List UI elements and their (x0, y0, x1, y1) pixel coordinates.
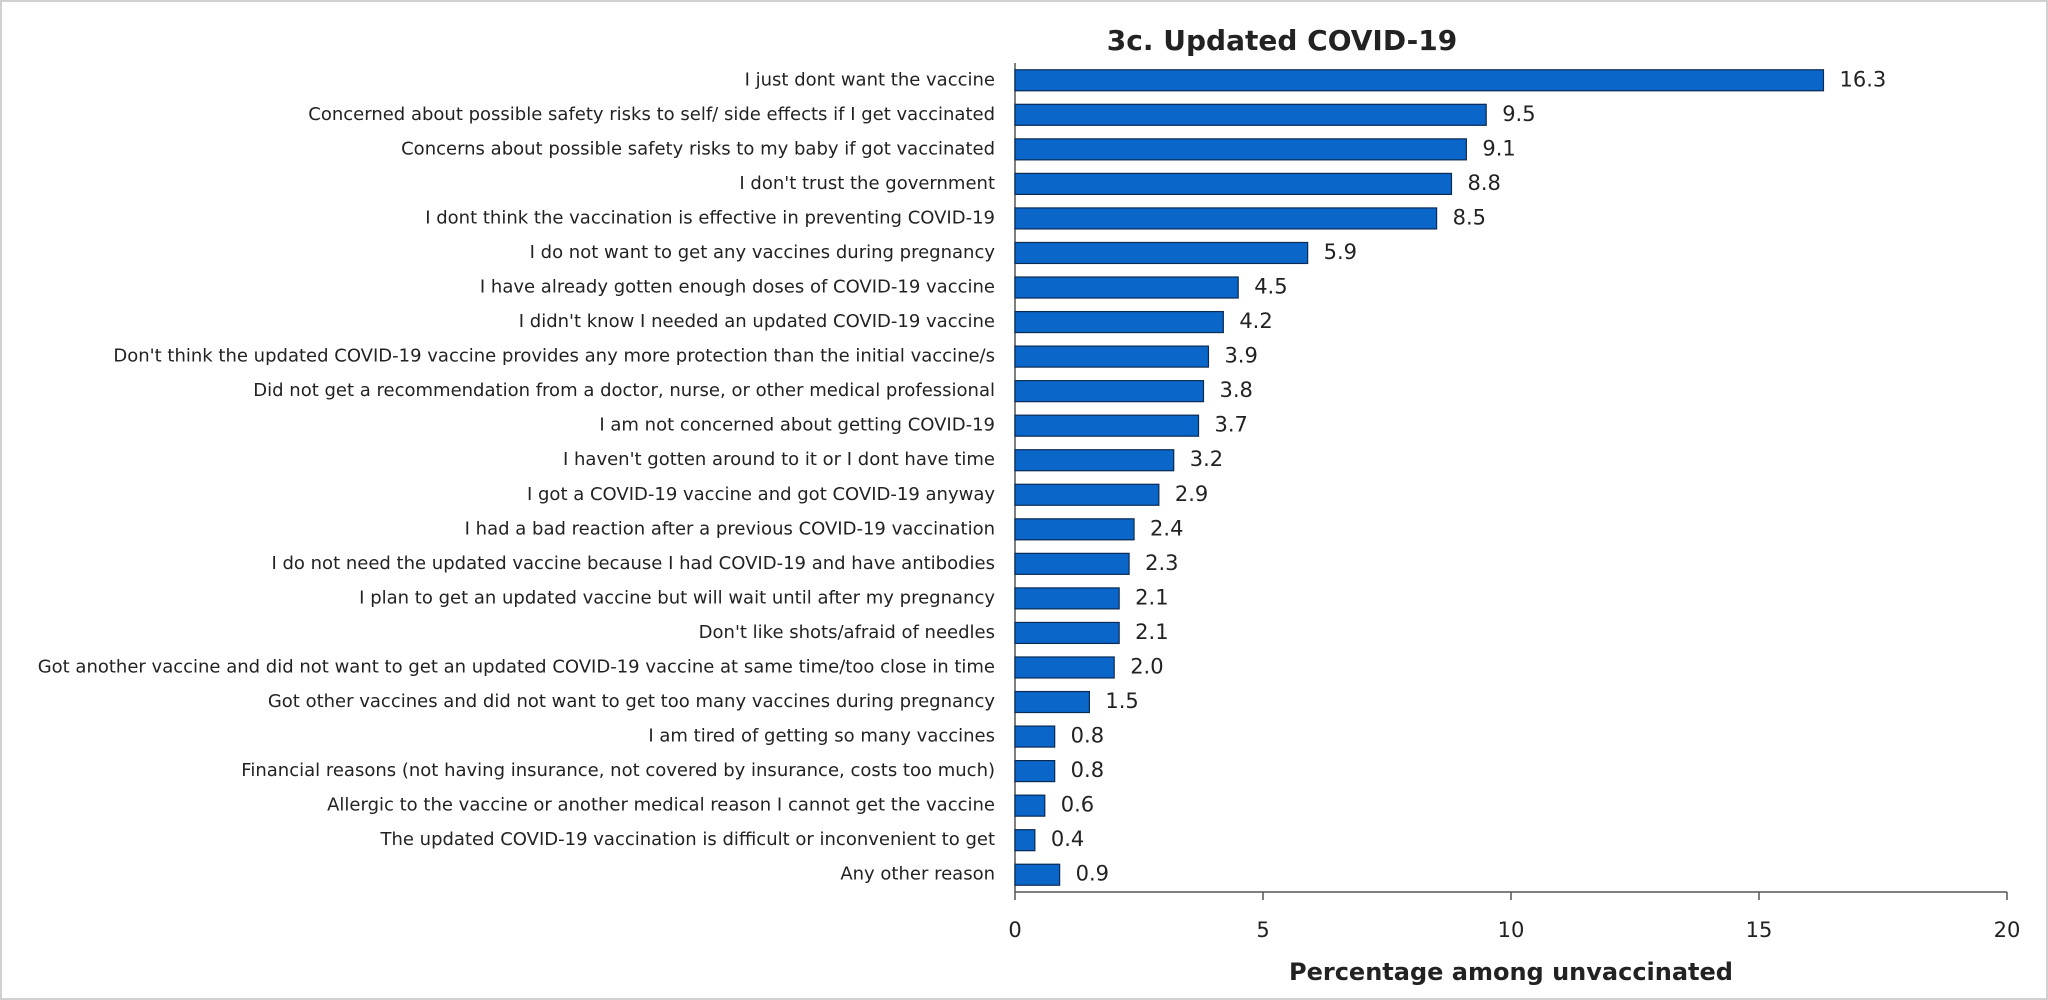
bar (1014, 794, 1046, 817)
y-tick-label: Concerned about possible safety risks to… (308, 104, 995, 125)
bar (1014, 829, 1036, 852)
data-label: 3.8 (1219, 378, 1252, 402)
y-tick-label: I had a bad reaction after a previous CO… (465, 518, 995, 539)
y-tick-label: Got another vaccine and did not want to … (38, 656, 995, 677)
bar (1014, 725, 1056, 748)
bar (1014, 380, 1205, 403)
y-tick-label: I didn't know I needed an updated COVID-… (519, 311, 995, 332)
data-label: 0.8 (1071, 724, 1104, 748)
y-tick-label: I plan to get an updated vaccine but wil… (359, 587, 995, 608)
data-label: 0.4 (1051, 827, 1084, 851)
y-tick-label: I do not need the updated vaccine becaus… (271, 553, 995, 574)
y-tick-label: Allergic to the vaccine or another medic… (327, 795, 995, 816)
y-tick-label: Concerns about possible safety risks to … (401, 138, 995, 159)
bar (1014, 69, 1825, 92)
bar (1014, 483, 1160, 506)
bar (1014, 276, 1239, 299)
bar (1014, 760, 1056, 783)
x-axis-title: Percentage among unvaccinated (1289, 958, 1733, 986)
data-label: 9.1 (1482, 136, 1515, 160)
data-label: 8.8 (1467, 171, 1500, 195)
x-tick-label: 10 (1498, 918, 1525, 942)
y-tick-label: I don't trust the government (739, 173, 995, 194)
data-label: 2.3 (1145, 551, 1178, 575)
y-tick-label: Don't think the updated COVID-19 vaccine… (113, 346, 995, 367)
x-tick-label: 5 (1256, 918, 1269, 942)
y-tick-label: I dont think the vaccination is effectiv… (425, 207, 995, 228)
y-tick-label: The updated COVID-19 vaccination is diff… (379, 829, 995, 850)
bar (1014, 656, 1115, 679)
data-label: 5.9 (1324, 240, 1357, 264)
bar (1014, 310, 1224, 334)
y-tick-label: I am tired of getting so many vaccines (648, 726, 995, 747)
y-tick-label: I am not concerned about getting COVID-1… (599, 415, 995, 436)
bar (1014, 172, 1453, 195)
y-tick-label: I haven't gotten around to it or I dont … (563, 449, 995, 470)
data-label: 3.7 (1215, 413, 1248, 437)
bar (1014, 138, 1467, 161)
y-tick-label: I just dont want the vaccine (745, 69, 995, 90)
bar (1014, 345, 1210, 368)
data-label: 0.9 (1076, 862, 1109, 886)
bar (1014, 103, 1487, 126)
bar (1014, 518, 1135, 541)
data-label: 2.0 (1130, 654, 1163, 678)
bar (1014, 414, 1200, 437)
bar (1014, 690, 1091, 714)
data-label: 4.2 (1239, 309, 1272, 333)
data-label: 2.9 (1175, 482, 1208, 506)
data-label: 8.5 (1453, 205, 1486, 229)
data-label: 0.8 (1071, 758, 1104, 782)
data-label: 3.2 (1190, 447, 1223, 471)
y-tick-label: Did not get a recommendation from a doct… (253, 380, 995, 401)
bar (1014, 621, 1120, 645)
y-tick-label: Any other reason (840, 864, 995, 885)
data-label: 2.1 (1135, 620, 1168, 644)
data-label: 4.5 (1254, 275, 1287, 299)
data-label: 3.9 (1224, 344, 1257, 368)
bar (1014, 241, 1309, 265)
data-label: 1.5 (1105, 689, 1138, 713)
y-tick-label: I do not want to get any vaccines during… (530, 242, 996, 263)
y-tick-label: I got a COVID-19 vaccine and got COVID-1… (527, 484, 995, 505)
x-tick-label: 0 (1008, 918, 1021, 942)
y-tick-label: Don't like shots/afraid of needles (699, 622, 995, 643)
bar (1014, 863, 1061, 886)
data-label: 0.6 (1061, 793, 1094, 817)
y-tick-label: I have already gotten enough doses of CO… (480, 277, 995, 298)
x-tick-label: 20 (1994, 918, 2021, 942)
bar (1014, 207, 1438, 230)
bar (1014, 587, 1120, 610)
chart-title: 3c. Updated COVID-19 (1107, 24, 1457, 57)
data-label: 2.1 (1135, 585, 1168, 609)
data-label: 16.3 (1839, 67, 1886, 91)
y-tick-label: Got other vaccines and did not want to g… (268, 691, 996, 712)
bar (1014, 552, 1130, 575)
data-label: 9.5 (1502, 102, 1535, 126)
y-tick-label: Financial reasons (not having insurance,… (241, 760, 995, 781)
data-label: 2.4 (1150, 516, 1183, 540)
x-tick-label: 15 (1746, 918, 1773, 942)
bar (1014, 449, 1175, 472)
